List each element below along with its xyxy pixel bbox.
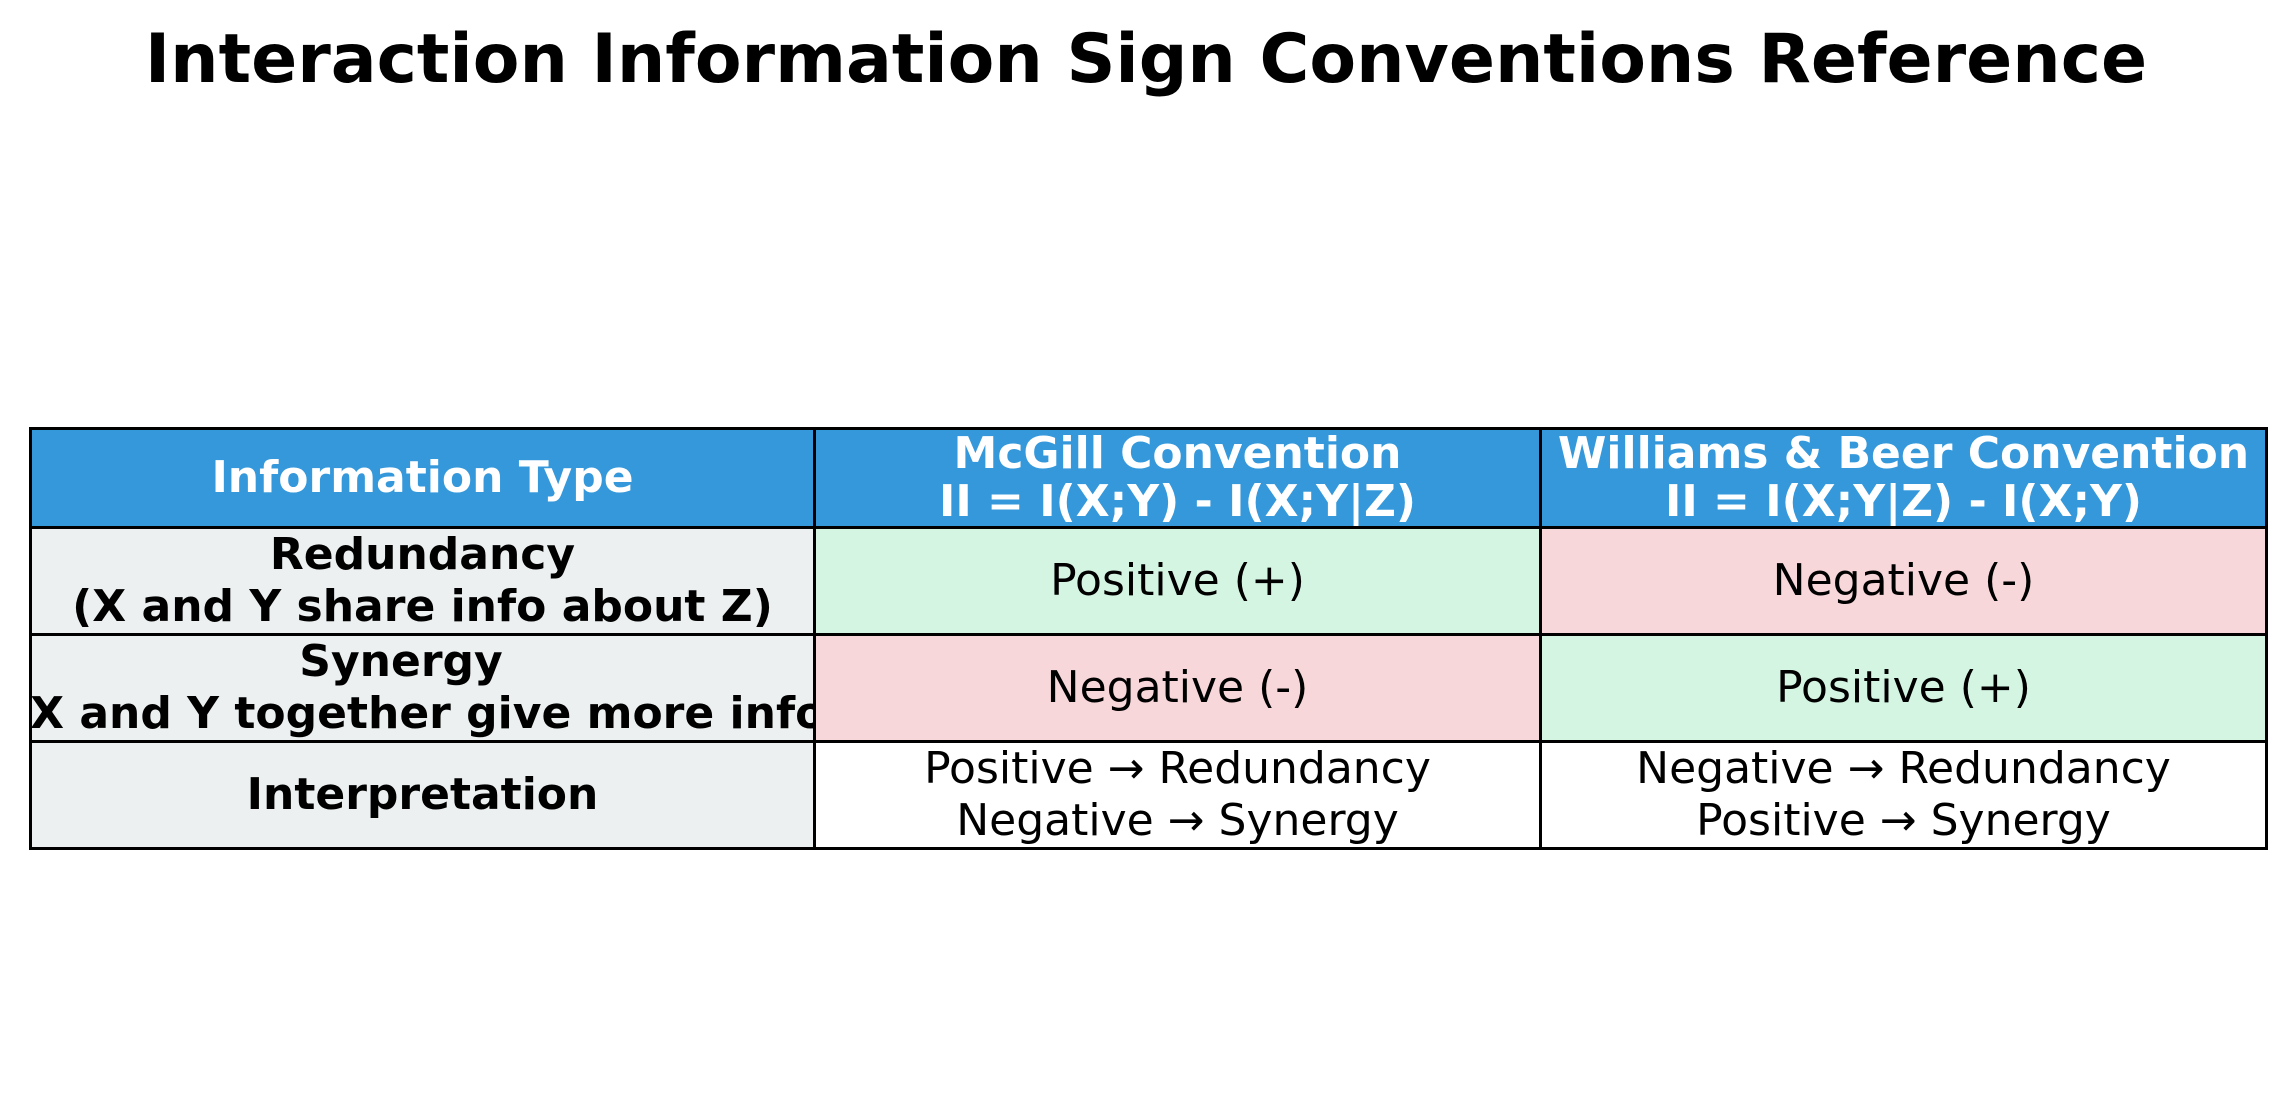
- row-label-text: Interpretation: [246, 769, 599, 820]
- row-label-text: Synergy (X and Y together give more info: [30, 636, 812, 739]
- table-row-synergy: Synergy (X and Y together give more info…: [29, 633, 2268, 743]
- cell-text: Positive (+): [1050, 555, 1305, 606]
- cell-text: Positive → Redundancy Negative → Synergy: [924, 743, 1431, 846]
- cell-synergy-mcgill: Negative (-): [813, 633, 1542, 743]
- chart-title: Interaction Information Sign Conventions…: [144, 20, 2148, 99]
- cell-synergy-williams-beer: Positive (+): [1539, 633, 2268, 743]
- row-label-redundancy: Redundancy (X and Y share info about Z): [29, 526, 816, 636]
- row-label-synergy: Synergy (X and Y together give more info: [29, 633, 816, 743]
- table-row-interpretation: Interpretation Positive → Redundancy Neg…: [29, 740, 2268, 850]
- cell-text: Negative → Redundancy Positive → Synergy: [1636, 743, 2171, 846]
- row-label-text: Redundancy (X and Y share info about Z): [72, 529, 773, 632]
- header-label: Information Type: [211, 452, 634, 503]
- cell-interpretation-williams-beer: Negative → Redundancy Positive → Synergy: [1539, 740, 2268, 850]
- table-header-row: Information Type McGill Convention II = …: [29, 427, 2268, 529]
- cell-text: Negative (-): [1772, 555, 2035, 606]
- header-label: McGill Convention II = I(X;Y) - I(X;Y|Z): [938, 428, 1417, 527]
- header-label: Williams & Beer Convention II = I(X;Y|Z)…: [1557, 428, 2250, 527]
- cell-redundancy-williams-beer: Negative (-): [1539, 526, 2268, 636]
- sign-conventions-table: Information Type McGill Convention II = …: [29, 427, 2268, 850]
- header-information-type: Information Type: [29, 427, 816, 529]
- cell-interpretation-mcgill: Positive → Redundancy Negative → Synergy: [813, 740, 1542, 850]
- cell-redundancy-mcgill: Positive (+): [813, 526, 1542, 636]
- header-williams-beer-convention: Williams & Beer Convention II = I(X;Y|Z)…: [1539, 427, 2268, 529]
- cell-text: Negative (-): [1046, 662, 1309, 713]
- header-mcgill-convention: McGill Convention II = I(X;Y) - I(X;Y|Z): [813, 427, 1542, 529]
- table-row-redundancy: Redundancy (X and Y share info about Z) …: [29, 526, 2268, 636]
- cell-text: Positive (+): [1776, 662, 2031, 713]
- row-label-interpretation: Interpretation: [29, 740, 816, 850]
